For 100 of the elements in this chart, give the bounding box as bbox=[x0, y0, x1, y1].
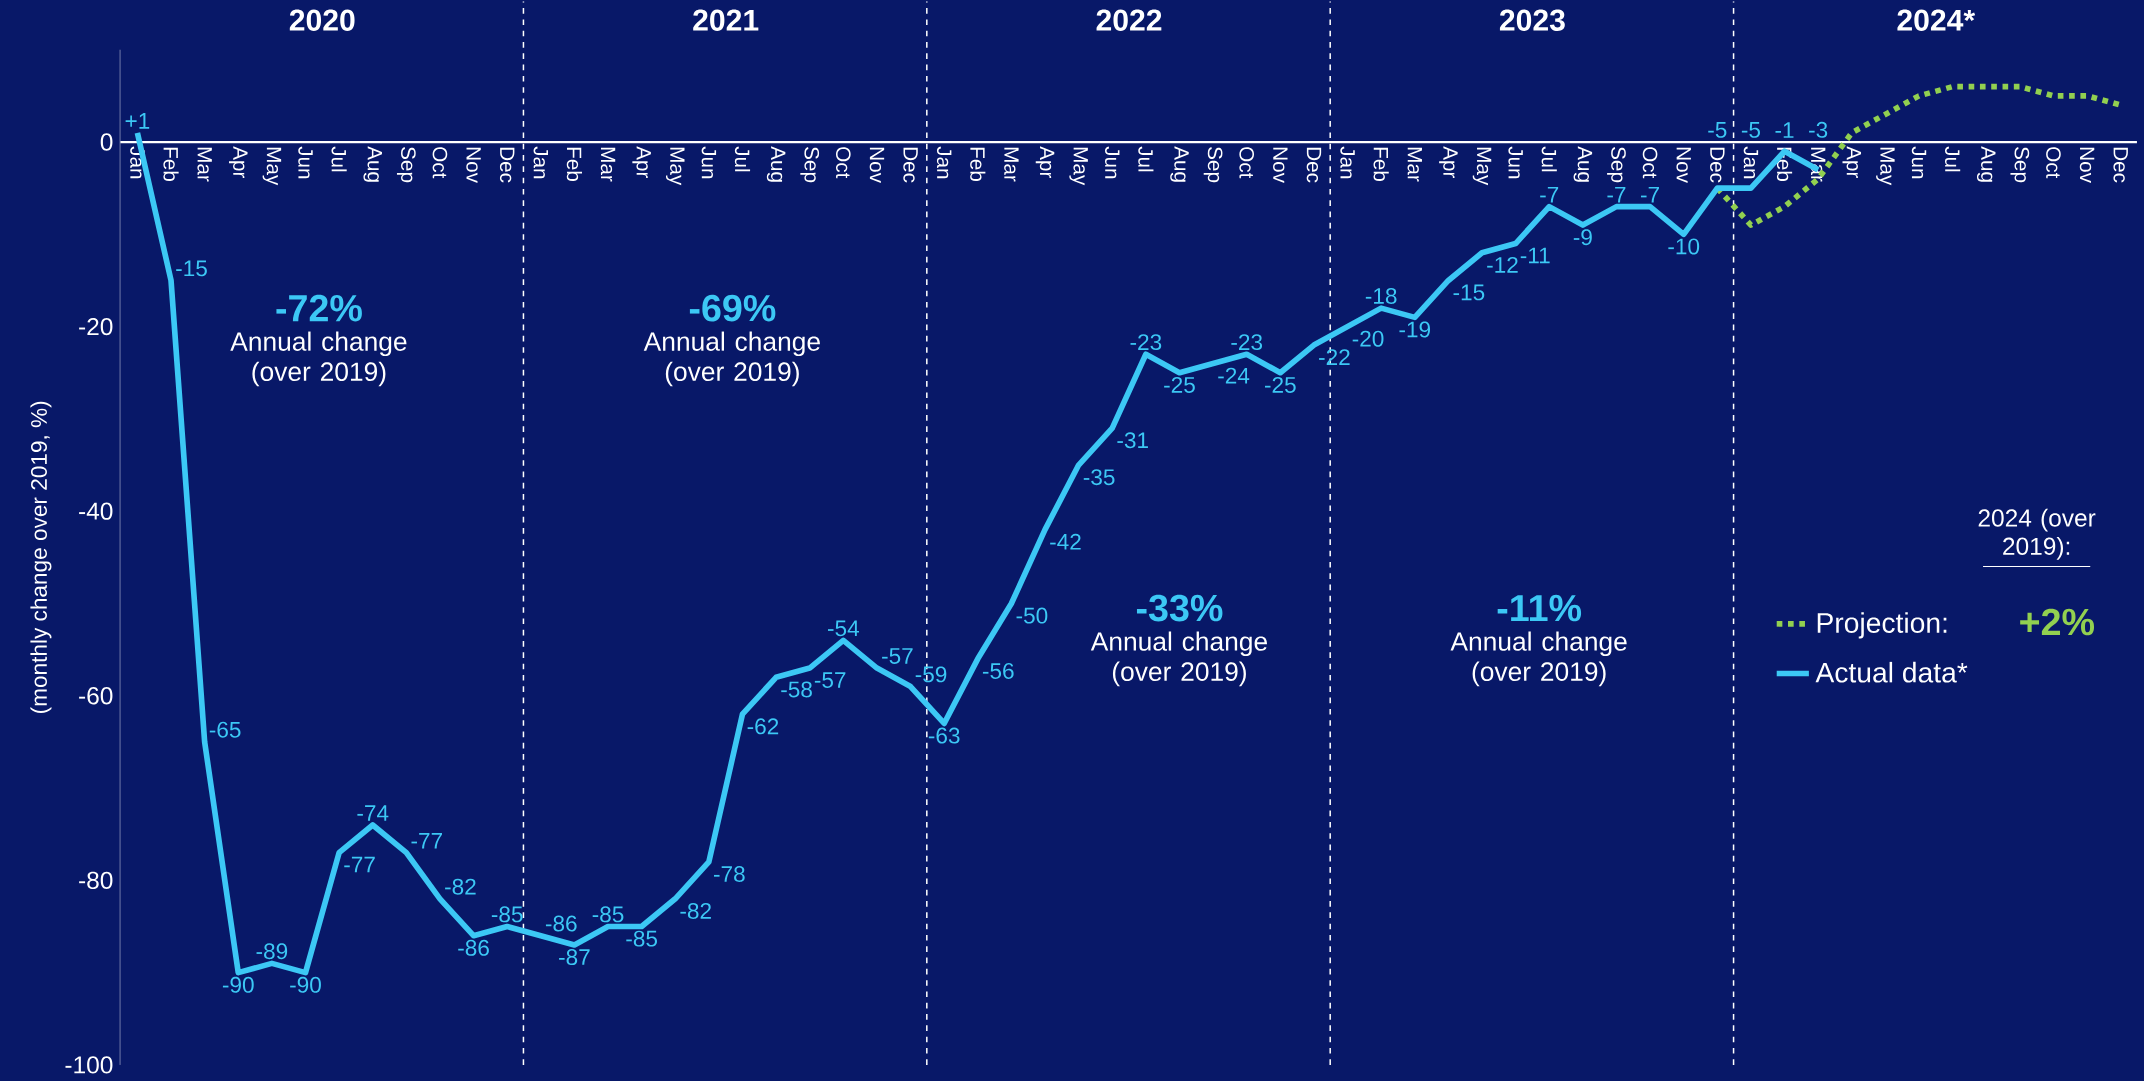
x-tick-label: Jan bbox=[1340, 146, 1355, 179]
data-label: -56 bbox=[982, 662, 1014, 679]
text: 2020 bbox=[289, 9, 355, 31]
data-label: -63 bbox=[928, 727, 960, 744]
x-tick-label: Apr bbox=[1035, 146, 1055, 179]
annotation: Annual change (over 2019) bbox=[643, 331, 820, 387]
legend-label: Actual data* bbox=[1815, 661, 1968, 683]
data-label: -5 bbox=[1708, 122, 1727, 138]
data-label: -15 bbox=[1453, 284, 1485, 301]
x-tick-label: Mar bbox=[197, 147, 212, 182]
x-tick-label: Nov bbox=[869, 147, 885, 183]
x-tick-label: Mar bbox=[600, 147, 616, 182]
x-tick-label: Sep bbox=[1607, 147, 1626, 183]
data-label: -22 bbox=[1319, 349, 1350, 365]
data-label: -3 bbox=[1809, 121, 1828, 138]
data-label: -7 bbox=[1641, 186, 1659, 203]
legend-label: Projection: bbox=[1817, 612, 1947, 639]
data-label: -85 bbox=[626, 930, 657, 947]
text: 2022 bbox=[1096, 9, 1162, 31]
x-tick-label: Oct bbox=[1642, 147, 1658, 179]
x-tick-label: Aug bbox=[1976, 146, 1996, 182]
x-tick-label: Jun bbox=[1105, 146, 1120, 179]
data-label: -23 bbox=[1231, 334, 1263, 351]
x-tick-label: May bbox=[1876, 147, 1895, 186]
data-label: -1 bbox=[1775, 122, 1794, 138]
data-label: +1 bbox=[125, 113, 150, 129]
y-tick-label: -40 bbox=[79, 502, 113, 520]
x-tick-label: Nov bbox=[466, 147, 481, 183]
x-tick-label: Jul bbox=[1138, 146, 1154, 172]
x-tick-label: Mar bbox=[1407, 147, 1422, 182]
data-label: -23 bbox=[1130, 334, 1162, 351]
x-tick-label: Feb bbox=[566, 147, 582, 181]
x-tick-label: Jan bbox=[533, 146, 548, 179]
x-tick-label: Dec bbox=[1306, 147, 1322, 183]
x-tick-label: Jan bbox=[1743, 146, 1759, 179]
data-label: -86 bbox=[458, 939, 489, 956]
x-tick-label: Dec bbox=[499, 147, 515, 183]
x-tick-label: Dec bbox=[903, 147, 918, 183]
y-axis-title: (monthly change over 2019, %) bbox=[30, 401, 52, 714]
x-tick-label: Jul bbox=[331, 146, 347, 172]
x-tick-label: Sep bbox=[800, 147, 820, 183]
data-label: -58 bbox=[781, 681, 812, 698]
data-label: -82 bbox=[445, 878, 476, 895]
data-label: -62 bbox=[747, 718, 779, 735]
x-tick-label: Oct bbox=[2046, 147, 2061, 179]
data-label: -78 bbox=[714, 866, 745, 883]
data-label: -5 bbox=[1741, 122, 1760, 138]
data-label: -74 bbox=[357, 805, 389, 821]
data-label: -82 bbox=[680, 902, 711, 919]
data-label: -7 bbox=[1540, 186, 1559, 203]
y-tick-label: -60 bbox=[79, 687, 113, 705]
data-label: -7 bbox=[1607, 186, 1626, 203]
data-label: -31 bbox=[1117, 432, 1148, 449]
x-tick-label: Mar bbox=[1004, 147, 1019, 182]
data-label: -85 bbox=[491, 906, 523, 923]
data-label: -86 bbox=[545, 915, 577, 932]
x-tick-label: Dec bbox=[2113, 147, 2128, 183]
text: 2024* bbox=[1897, 9, 1976, 31]
x-tick-label: Aug bbox=[1573, 146, 1593, 182]
x-tick-label: Nov bbox=[2079, 147, 2095, 183]
x-tick-label: Jun bbox=[1508, 146, 1523, 179]
data-label: -9 bbox=[1573, 229, 1592, 246]
annotation: Annual change (over 2019) bbox=[1450, 631, 1627, 687]
data-label: -59 bbox=[915, 666, 947, 683]
data-label: -50 bbox=[1016, 607, 1048, 624]
data-label: -35 bbox=[1083, 469, 1115, 486]
y-tick-label: -20 bbox=[79, 317, 113, 336]
x-tick-label: Jun bbox=[701, 146, 717, 179]
annotation: -69% bbox=[689, 294, 776, 322]
x-tick-label: Jun bbox=[298, 146, 313, 179]
data-label: -11 bbox=[1520, 247, 1550, 264]
x-tick-label: Oct bbox=[1239, 147, 1255, 179]
x-tick-label: Dec bbox=[1710, 147, 1725, 183]
data-label: -25 bbox=[1264, 376, 1296, 393]
x-tick-label: Oct bbox=[432, 147, 448, 179]
data-label: -57 bbox=[882, 648, 913, 664]
data-label: -77 bbox=[411, 832, 442, 849]
x-tick-label: Apr bbox=[632, 146, 651, 179]
data-label: -85 bbox=[592, 906, 624, 923]
x-tick-label: Feb bbox=[163, 147, 179, 181]
x-tick-label: Feb bbox=[1373, 147, 1389, 181]
x-tick-label: Aug bbox=[363, 146, 382, 182]
x-tick-label: May bbox=[1472, 147, 1492, 186]
x-tick-label: May bbox=[1069, 147, 1088, 186]
annotation: -11% bbox=[1497, 594, 1582, 622]
x-tick-label: Sep bbox=[1203, 147, 1223, 183]
data-label: -19 bbox=[1399, 321, 1431, 338]
x-tick-label: Jul bbox=[734, 146, 751, 172]
data-label: -24 bbox=[1218, 367, 1250, 384]
data-label: -77 bbox=[344, 856, 375, 873]
data-label: -42 bbox=[1050, 533, 1081, 550]
annotation: +2% bbox=[2020, 608, 2095, 636]
data-label: -10 bbox=[1668, 238, 1700, 255]
x-tick-label: Nov bbox=[1676, 147, 1691, 183]
y-tick-label: 0 bbox=[100, 133, 113, 151]
x-tick-label: Apr bbox=[1439, 146, 1458, 179]
x-tick-label: Sep bbox=[2010, 147, 2030, 183]
data-label: -90 bbox=[290, 976, 321, 993]
annotation: Annual change (over 2019) bbox=[1090, 631, 1267, 687]
data-label: -18 bbox=[1365, 288, 1397, 304]
